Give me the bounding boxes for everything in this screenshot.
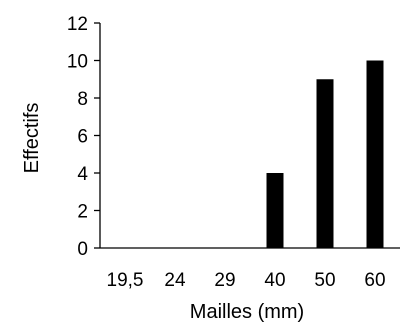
y-tick-label: 8: [77, 89, 88, 110]
x-tick-label: 50: [314, 270, 335, 291]
x-axis-title: Mailles (mm): [190, 301, 304, 323]
y-tick-label: 6: [77, 127, 88, 148]
x-axis-ticks: 19,5 24 29 40 50 60: [107, 270, 386, 291]
x-tick-label: 60: [364, 270, 385, 291]
bar: [366, 60, 384, 248]
x-tick-label: 40: [264, 270, 285, 291]
bar: [266, 173, 284, 248]
plot-area: [99, 23, 400, 249]
x-tick-label: 19,5: [107, 270, 144, 291]
bars: [266, 60, 384, 248]
y-tick-label: 2: [77, 202, 88, 223]
y-axis-title: Effectifs: [21, 103, 43, 174]
x-tick-label: 24: [164, 270, 186, 291]
y-tick-label: 4: [77, 164, 88, 185]
bar: [316, 79, 334, 248]
y-tick-label: 12: [67, 14, 88, 35]
y-tick-label: 0: [77, 239, 88, 260]
y-tick-label: 10: [67, 52, 88, 73]
y-axis-ticks: 0 2 4 6 8 10 12: [67, 14, 100, 260]
x-tick-label: 29: [214, 270, 235, 291]
